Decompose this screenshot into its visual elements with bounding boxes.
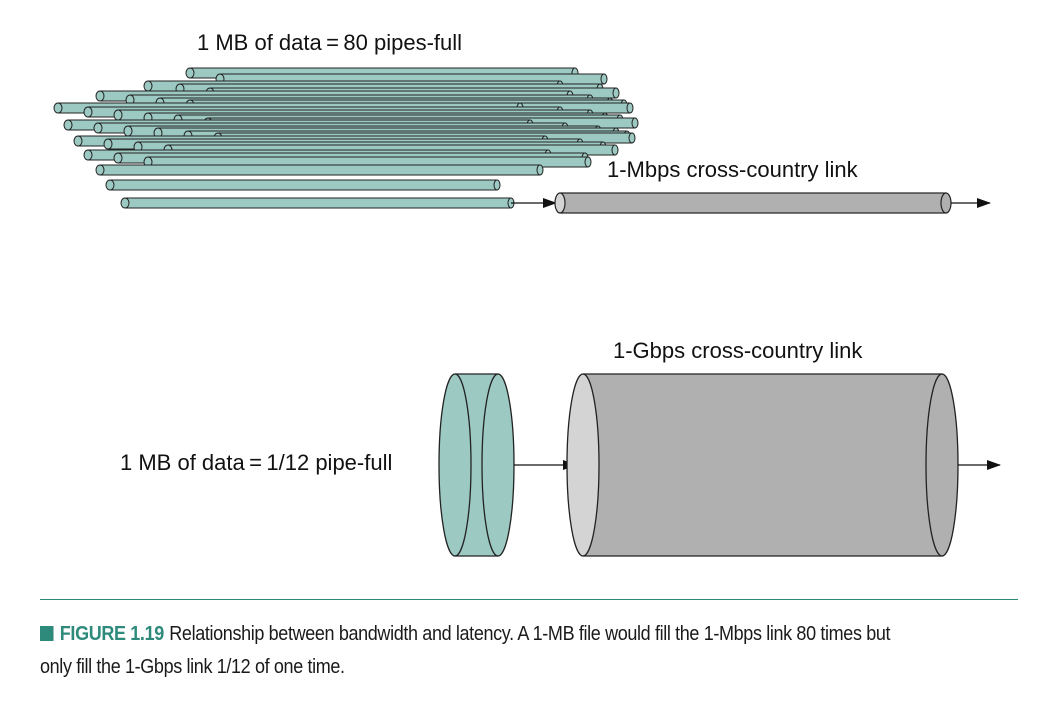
figure-label: FIGURE 1.19 — [59, 623, 164, 645]
data-pipe — [95, 164, 544, 176]
bandwidth-latency-diagram — [53, 67, 1001, 557]
gbps-link-label: 1-Gbps cross-country link — [613, 338, 863, 363]
pipe-fraction-disc — [438, 373, 515, 557]
mbps-link-pipe — [554, 192, 952, 214]
figure-caption: FIGURE 1.19 Relationship between bandwidt… — [40, 618, 918, 684]
bottom-label: 1 MB of data = 1/12 pipe-full — [120, 450, 393, 475]
caption-text: Relationship between bandwidth and laten… — [40, 623, 891, 678]
top-label: 1 MB of data = 80 pipes-full — [197, 30, 463, 55]
pipe-bundle-80-pipes — [53, 67, 639, 209]
gbps-link-pipe — [566, 373, 959, 557]
caption-square-icon — [40, 626, 54, 641]
mbps-link-label: 1-Mbps cross-country link — [607, 157, 858, 182]
data-pipe — [120, 197, 515, 209]
data-pipe — [105, 179, 501, 191]
caption-divider — [40, 599, 1018, 600]
